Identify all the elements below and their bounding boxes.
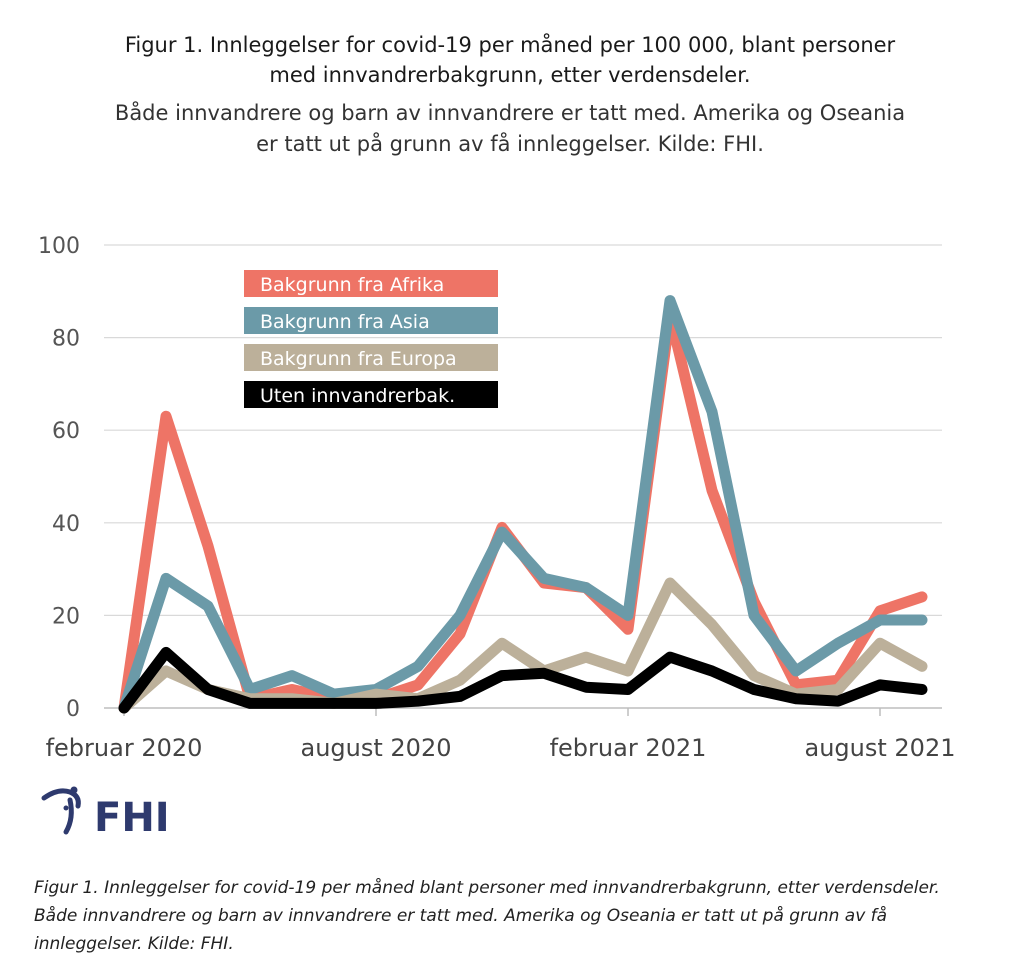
- series-line-2: [118, 295, 928, 714]
- legend-swatch-3: [244, 344, 498, 371]
- y-tick-label: 60: [52, 419, 80, 444]
- legend-label-4: Uten innvandrerbak.: [260, 385, 455, 407]
- fhi-logo-text: FHI: [94, 795, 170, 840]
- figure-caption-line-3: innleggelser. Kilde: FHI.: [34, 934, 234, 954]
- x-tick-label: august 2020: [301, 734, 452, 762]
- legend-swatch-4: [244, 381, 498, 408]
- legend-swatch-2: [244, 307, 498, 334]
- figure-caption-line-1: Figur 1. Innleggelser for covid-19 per m…: [34, 878, 940, 898]
- fhi-logo: FHI: [40, 784, 180, 841]
- x-tick-label: februar 2021: [550, 734, 707, 762]
- legend-label-3: Bakgrunn fra Europa: [260, 348, 457, 370]
- chart-subtitle-line-2: er tatt ut på grunn av få innleggelser. …: [256, 132, 764, 156]
- figure-caption-line-2: Både innvandrere og barn av innvandrere …: [34, 906, 888, 926]
- y-tick-label: 100: [38, 234, 80, 259]
- fhi-logo-mark: FHI: [41, 786, 170, 841]
- legend-label-2: Bakgrunn fra Asia: [260, 311, 430, 333]
- y-tick-label: 0: [66, 697, 80, 722]
- series-line-1: [118, 308, 928, 714]
- line-chart: 0 20 40 60 80 100 februar 2020 august 2020 febru…: [38, 234, 956, 762]
- chart-subtitle-line-1: Både innvandrere og barn av innvandrere …: [114, 101, 906, 125]
- legend-swatch-1: [244, 270, 498, 297]
- series-line-4: [118, 646, 928, 714]
- y-tick-label: 40: [52, 512, 80, 537]
- y-tick-label: 20: [52, 604, 80, 629]
- chart-title-line-1: Figur 1. Innleggelser for covid-19 per m…: [124, 33, 896, 57]
- y-tick-label: 80: [52, 327, 80, 352]
- legend-label-1: Bakgrunn fra Afrika: [260, 274, 444, 296]
- x-tick-label: februar 2020: [46, 734, 203, 762]
- x-tick-label: august 2021: [805, 734, 956, 762]
- chart-title-line-2: med innvandrerbakgrunn, etter verdensdel…: [269, 63, 751, 87]
